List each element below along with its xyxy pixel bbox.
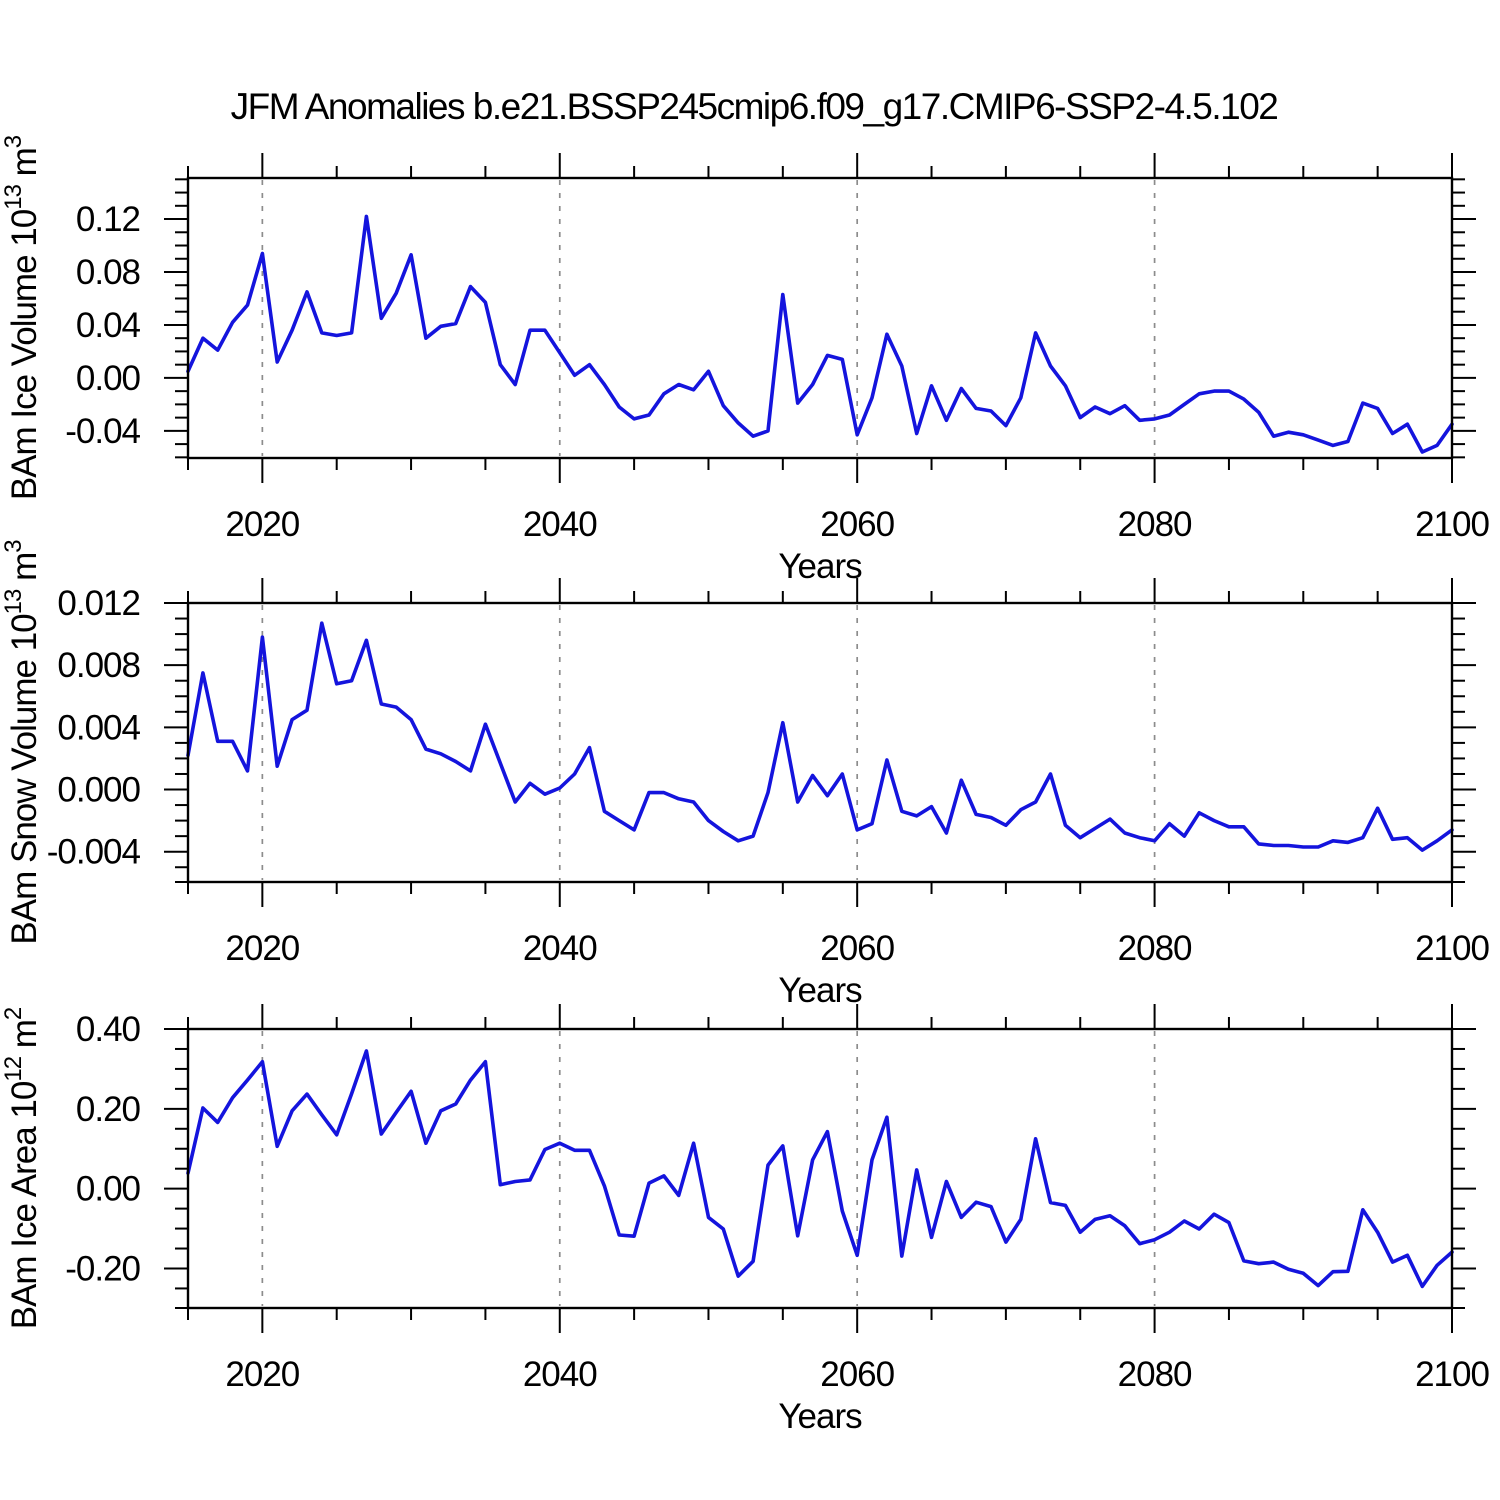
y-tick-label: 0.04 [76, 306, 141, 345]
series-line [186, 214, 1454, 454]
y-axis-title: BAm Ice Volume 1013 m3 [0, 135, 44, 500]
y-tick-label: -0.20 [65, 1249, 140, 1288]
y-tick-label: -0.004 [47, 833, 141, 872]
series-line [186, 1049, 1454, 1289]
x-tick-label: 2080 [1118, 929, 1192, 968]
x-tick-label: 2060 [820, 929, 894, 968]
x-tick-label: 2100 [1415, 929, 1489, 968]
chart-bam-snow-volume: 2020 2040 2060 2080 2100 0.012 0.008 0.004 0.000… [0, 540, 1490, 1010]
x-tick-label: 2040 [523, 929, 597, 968]
x-tick-label: 2020 [225, 929, 299, 968]
y-tick-label: 0.004 [57, 708, 140, 747]
y-tick-label: 0.08 [76, 253, 140, 292]
x-tick-label: 2060 [820, 505, 894, 544]
plot-box [186, 176, 1454, 460]
x-tick-label: 2020 [225, 505, 299, 544]
x-tick-label: 2080 [1118, 1355, 1192, 1394]
x-tick-label: 2040 [523, 505, 597, 544]
chart-bam-ice-volume: 2020 2040 2060 2080 2100 0.12 0.08 0.04 0.00 -0.0… [0, 135, 1490, 586]
plot-box [186, 1027, 1454, 1310]
x-tick-label: 2020 [225, 1355, 299, 1394]
y-tick-label: 0.20 [76, 1090, 141, 1129]
y-tick-label: 0.12 [76, 200, 140, 239]
y-axis-title: BAm Snow Volume 1013 m3 [0, 540, 44, 945]
x-axis-label: Years [778, 971, 862, 1010]
plot-box [186, 601, 1454, 884]
x-tick-label: 2060 [820, 1355, 894, 1394]
y-tick-label: 0.00 [76, 359, 141, 398]
y-tick-label: 0.40 [76, 1010, 141, 1049]
y-tick-label: 0.000 [57, 771, 140, 810]
series-line [186, 621, 1454, 852]
y-tick-label: 0.00 [76, 1170, 141, 1209]
y-axis-title: BAm Ice Area 1012 m2 [0, 1007, 44, 1329]
chart-bam-ice-area: 2020 2040 2060 2080 2100 0.40 0.20 0.00 -0.20 Yea… [0, 1004, 1490, 1436]
x-tick-label: 2080 [1118, 505, 1192, 544]
y-tick-label: -0.04 [65, 412, 140, 451]
x-axis-label: Years [778, 547, 862, 586]
y-tick-label: 0.012 [57, 584, 140, 623]
plot-title: JFM Anomalies b.e21.BSSP245cmip6.f09_g17… [230, 86, 1279, 127]
x-axis-label: Years [778, 1397, 862, 1436]
y-tick-label: 0.008 [57, 646, 140, 685]
x-tick-label: 2100 [1415, 1355, 1489, 1394]
x-tick-label: 2040 [523, 1355, 597, 1394]
x-tick-label: 2100 [1415, 505, 1489, 544]
